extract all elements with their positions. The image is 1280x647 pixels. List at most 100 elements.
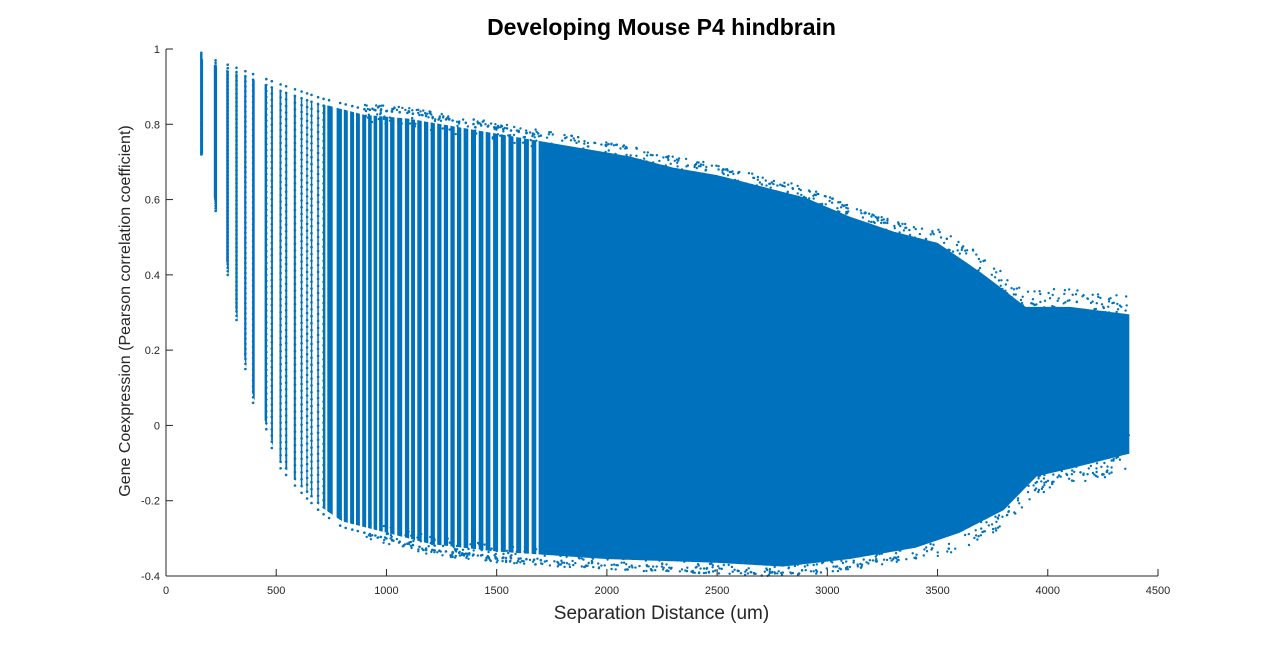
data-point (479, 146, 483, 149)
data-point (226, 191, 229, 195)
data-point (464, 428, 468, 431)
data-point (1053, 341, 1057, 345)
data-point (356, 120, 360, 124)
data-point (214, 115, 217, 118)
data-point (800, 193, 803, 197)
data-point (731, 170, 734, 173)
data-point (406, 140, 409, 144)
data-point (244, 211, 247, 214)
data-point (398, 154, 402, 158)
data-point (398, 460, 402, 464)
column-gap (366, 49, 369, 576)
column-gap (307, 49, 311, 576)
data-point (214, 130, 217, 134)
data-point (438, 380, 441, 384)
data-point (539, 522, 543, 526)
x-axis-label: Separation Distance (um) (553, 603, 770, 624)
data-point (368, 324, 372, 327)
data-point (494, 533, 497, 537)
data-point (883, 544, 886, 548)
data-point (226, 223, 229, 227)
data-point (235, 293, 238, 296)
data-point (418, 435, 421, 439)
data-point (390, 415, 394, 418)
data-point (368, 424, 372, 428)
data-point (293, 356, 297, 360)
data-point (284, 302, 288, 306)
data-point (1012, 288, 1016, 291)
data-point (406, 484, 409, 487)
data-point (407, 109, 410, 113)
data-point (356, 264, 360, 267)
data-point (431, 350, 435, 354)
data-point (539, 530, 543, 533)
data-point (899, 224, 902, 228)
data-point (338, 123, 342, 126)
data-point (451, 272, 454, 276)
data-point (502, 527, 505, 530)
data-point (539, 335, 543, 339)
data-point (812, 563, 815, 567)
data-point (351, 521, 354, 524)
data-point (781, 571, 785, 574)
data-point (310, 384, 313, 387)
data-point (251, 128, 255, 132)
data-point (327, 332, 331, 336)
data-point (981, 458, 984, 461)
data-point (300, 321, 303, 325)
data-point (310, 252, 313, 256)
data-point (852, 559, 855, 562)
data-point (1026, 490, 1030, 494)
data-point (385, 428, 388, 432)
data-point (929, 542, 932, 546)
data-point (494, 148, 497, 151)
data-point (458, 554, 462, 557)
data-point (305, 133, 309, 136)
data-point (744, 559, 747, 563)
data-point (615, 143, 619, 146)
data-point (799, 188, 802, 192)
data-point (305, 456, 309, 459)
data-point (338, 459, 342, 463)
data-point (1011, 474, 1015, 477)
data-point (424, 180, 428, 184)
data-point (991, 531, 995, 534)
data-point (356, 379, 360, 382)
data-point (525, 413, 528, 417)
data-point (438, 351, 441, 355)
data-point (338, 431, 342, 434)
data-point (398, 431, 402, 434)
data-point (461, 548, 465, 551)
data-point (406, 126, 409, 129)
data-point (300, 192, 303, 195)
data-point (707, 558, 711, 561)
data-point (536, 557, 539, 560)
data-point (509, 559, 512, 563)
data-point (502, 229, 505, 233)
data-point (451, 555, 454, 558)
data-point (479, 430, 483, 433)
data-point (525, 175, 528, 178)
data-point (551, 133, 554, 136)
data-point (1124, 467, 1127, 470)
data-point (1071, 453, 1074, 456)
data-point (892, 558, 895, 561)
data-point (972, 523, 975, 526)
data-point (424, 320, 428, 323)
data-point (411, 346, 415, 350)
data-point (363, 416, 366, 420)
data-point (486, 496, 490, 500)
column-gap (505, 49, 509, 576)
data-point (310, 155, 313, 159)
data-point (509, 462, 513, 466)
data-point (374, 202, 377, 206)
data-point (1012, 410, 1015, 413)
data-point (406, 308, 409, 312)
data-point (1098, 402, 1102, 405)
data-point (783, 181, 786, 184)
data-point (235, 297, 238, 301)
data-point (555, 145, 559, 149)
data-point (502, 280, 505, 284)
data-point (368, 216, 372, 219)
data-point (251, 306, 255, 310)
